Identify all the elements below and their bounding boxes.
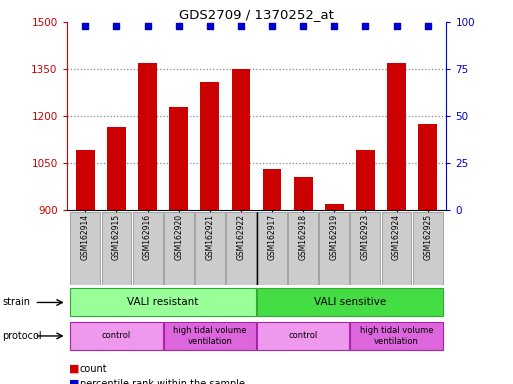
Point — [361, 23, 369, 29]
Bar — [139, 63, 157, 210]
Bar — [350, 212, 380, 285]
Text: percentile rank within the sample: percentile rank within the sample — [80, 379, 245, 384]
Text: GSM162916: GSM162916 — [143, 214, 152, 260]
Point — [206, 23, 214, 29]
Bar — [257, 212, 287, 285]
Bar — [263, 169, 282, 210]
Text: GSM162921: GSM162921 — [205, 214, 214, 260]
Text: GSM162923: GSM162923 — [361, 214, 370, 260]
Bar — [418, 124, 437, 210]
Bar — [102, 212, 131, 285]
Text: count: count — [80, 364, 107, 374]
Bar — [382, 212, 411, 285]
Text: protocol: protocol — [3, 331, 42, 341]
Text: GSM162919: GSM162919 — [330, 214, 339, 260]
Bar — [356, 151, 374, 210]
Bar — [133, 212, 163, 285]
Point — [424, 23, 432, 29]
Bar — [320, 212, 349, 285]
Bar — [164, 321, 256, 350]
Text: GSM162922: GSM162922 — [236, 214, 245, 260]
Point — [330, 23, 339, 29]
Bar — [201, 81, 219, 210]
Text: ■: ■ — [69, 364, 80, 374]
Bar — [412, 212, 443, 285]
Text: GSM162914: GSM162914 — [81, 214, 90, 260]
Bar — [70, 212, 101, 285]
Point — [392, 23, 401, 29]
Bar — [325, 204, 344, 210]
Text: high tidal volume
ventilation: high tidal volume ventilation — [173, 326, 247, 346]
Bar — [231, 69, 250, 210]
Text: ■: ■ — [69, 379, 80, 384]
Point — [112, 23, 121, 29]
Bar — [257, 321, 349, 350]
Text: control: control — [102, 331, 131, 341]
Bar — [169, 107, 188, 210]
Text: VALI sensitive: VALI sensitive — [314, 298, 386, 308]
Text: GSM162918: GSM162918 — [299, 214, 308, 260]
Point — [299, 23, 307, 29]
Bar — [164, 212, 193, 285]
Text: GSM162915: GSM162915 — [112, 214, 121, 260]
Bar — [76, 150, 95, 210]
Bar — [107, 127, 126, 210]
Bar — [257, 288, 443, 316]
Bar — [288, 212, 318, 285]
Point — [268, 23, 276, 29]
Point — [144, 23, 152, 29]
Bar — [226, 212, 256, 285]
Bar — [387, 63, 406, 210]
Bar — [350, 321, 443, 350]
Point — [174, 23, 183, 29]
Bar — [70, 288, 256, 316]
Bar — [195, 212, 225, 285]
Bar — [294, 177, 312, 210]
Point — [237, 23, 245, 29]
Point — [81, 23, 89, 29]
Text: GSM162917: GSM162917 — [268, 214, 277, 260]
Text: control: control — [288, 331, 318, 341]
Text: strain: strain — [3, 298, 31, 308]
Bar — [70, 321, 163, 350]
Title: GDS2709 / 1370252_at: GDS2709 / 1370252_at — [179, 8, 334, 21]
Text: GSM162924: GSM162924 — [392, 214, 401, 260]
Text: high tidal volume
ventilation: high tidal volume ventilation — [360, 326, 433, 346]
Text: GSM162925: GSM162925 — [423, 214, 432, 260]
Text: GSM162920: GSM162920 — [174, 214, 183, 260]
Text: VALI resistant: VALI resistant — [127, 298, 199, 308]
